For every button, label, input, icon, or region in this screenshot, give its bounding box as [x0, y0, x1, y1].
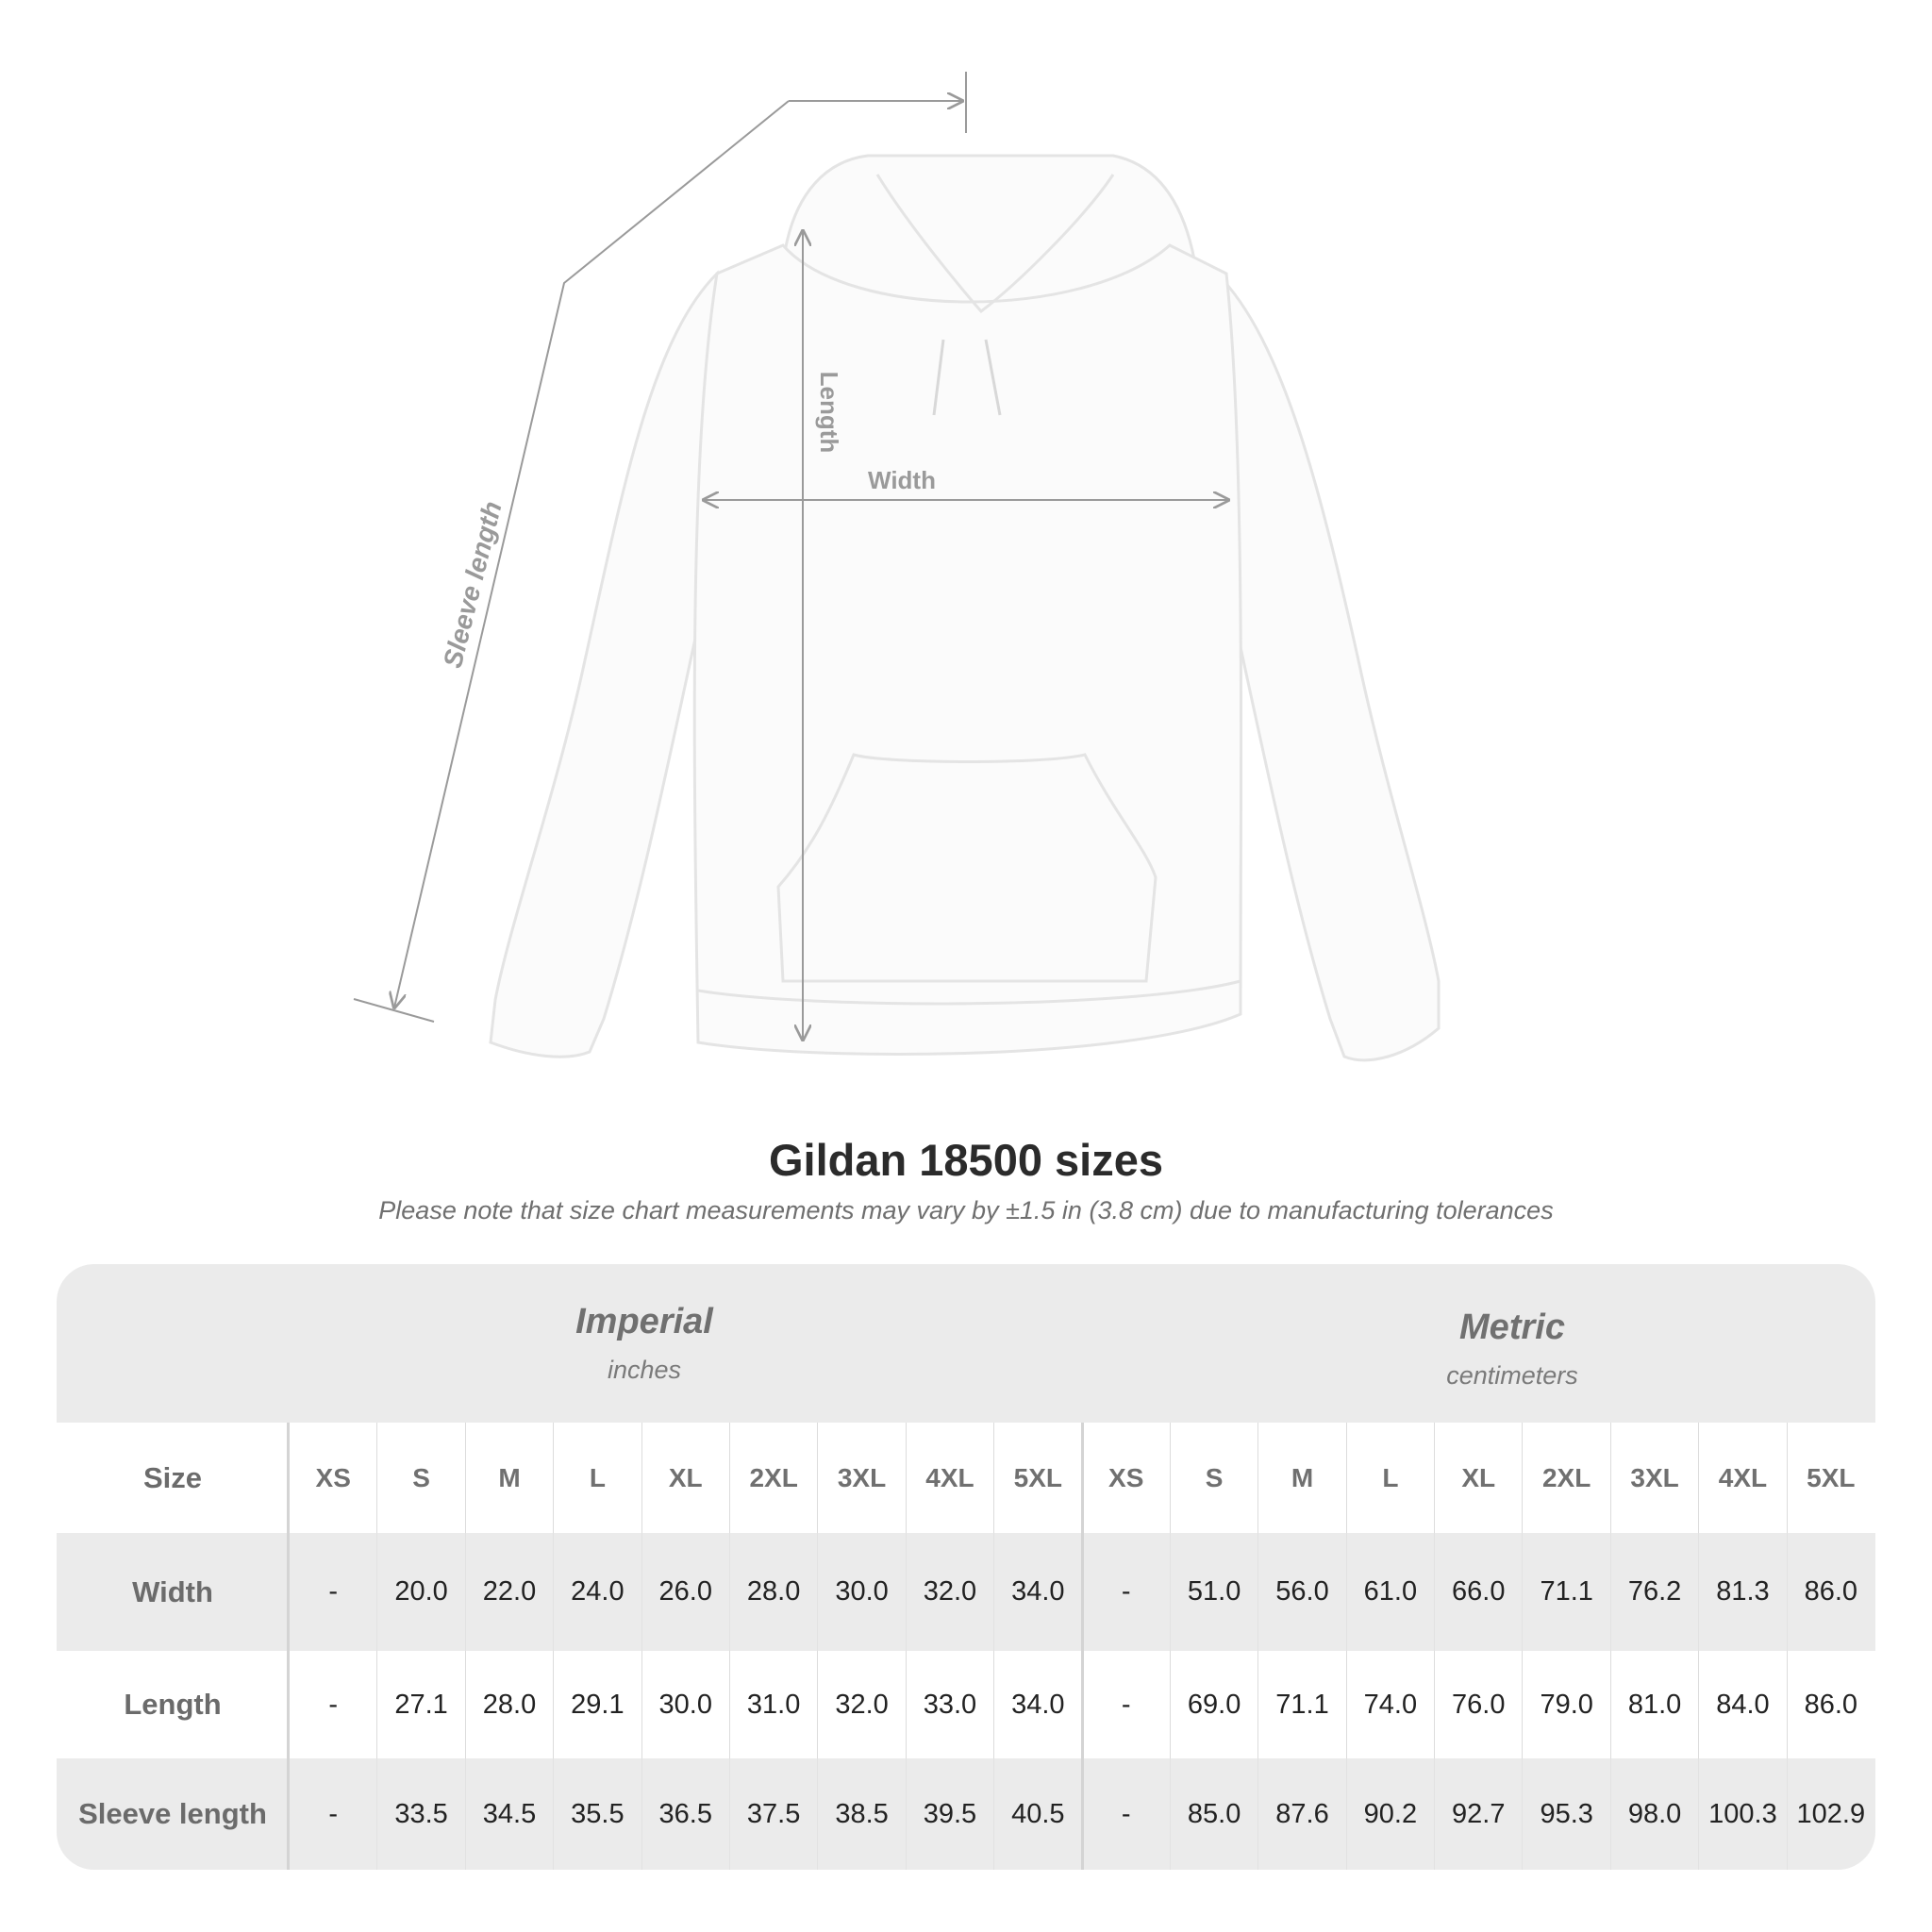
value-cell: 24.0: [553, 1533, 641, 1651]
value-cell: 71.1: [1257, 1651, 1345, 1758]
value-cell: 85.0: [1169, 1758, 1257, 1870]
value-cell: 29.1: [553, 1651, 641, 1758]
value-cell: 26.0: [641, 1533, 729, 1651]
value-cell: 35.5: [553, 1758, 641, 1870]
size-cell: 4XL: [905, 1423, 993, 1533]
size-cell: 3XL: [1609, 1423, 1698, 1533]
value-cell: 84.0: [1698, 1651, 1786, 1758]
imperial-title: Imperial: [575, 1302, 713, 1341]
sleeve-length-label: Sleeve length: [438, 498, 508, 671]
value-cell: 86.0: [1786, 1651, 1874, 1758]
value-cell: 32.0: [905, 1533, 993, 1651]
value-cell: 69.0: [1169, 1651, 1257, 1758]
value-cell: 79.0: [1522, 1651, 1609, 1758]
value-cell: -: [289, 1533, 376, 1651]
size-cell: L: [553, 1423, 641, 1533]
value-cell: 37.5: [728, 1758, 817, 1870]
size-cell: XL: [641, 1423, 729, 1533]
table-row: Length -27.1 28.0 29.1 30.0 31.0 32.0 33.0 34.0-…: [57, 1651, 1875, 1758]
page-title: Gildan 18500 sizes: [768, 1135, 1164, 1185]
value-cell: 66.0: [1434, 1533, 1522, 1651]
size-cell: 2XL: [728, 1423, 817, 1533]
value-cell: 61.0: [1345, 1533, 1434, 1651]
value-cell: 87.6: [1257, 1758, 1345, 1870]
value-cell: 36.5: [641, 1758, 729, 1870]
value-cell: 51.0: [1169, 1533, 1257, 1651]
size-cell: 5XL: [1786, 1423, 1874, 1533]
value-cell: -: [1081, 1758, 1170, 1870]
system-divider: [1081, 1423, 1084, 1870]
value-cell: 38.5: [817, 1758, 905, 1870]
width-label: Width: [868, 466, 936, 494]
value-cell: 32.0: [817, 1651, 905, 1758]
row-label: Sleeve length: [78, 1797, 267, 1830]
measurement-lines: [353, 72, 1228, 1040]
size-cell: 5XL: [993, 1423, 1081, 1533]
size-cell: M: [1257, 1423, 1345, 1533]
value-cell: 92.7: [1434, 1758, 1522, 1870]
size-cell: L: [1345, 1423, 1434, 1533]
value-cell: -: [289, 1758, 376, 1870]
hoodie-image: [489, 154, 1441, 1062]
value-cell: 33.5: [376, 1758, 464, 1870]
row-label: Width: [132, 1574, 213, 1608]
size-cell: 2XL: [1522, 1423, 1609, 1533]
value-cell: 20.0: [376, 1533, 464, 1651]
value-cell: 30.0: [817, 1533, 905, 1651]
value-cell: 76.2: [1609, 1533, 1698, 1651]
value-cell: 76.0: [1434, 1651, 1522, 1758]
value-cell: 81.0: [1609, 1651, 1698, 1758]
imperial-unit: inches: [607, 1356, 682, 1384]
value-cell: 81.3: [1698, 1533, 1786, 1651]
size-cell: 3XL: [817, 1423, 905, 1533]
value-cell: 86.0: [1786, 1533, 1874, 1651]
size-cell: XS: [289, 1423, 376, 1533]
value-cell: 100.3: [1698, 1758, 1786, 1870]
tolerance-note: Please note that size chart measurements…: [378, 1196, 1554, 1224]
size-cell: M: [464, 1423, 553, 1533]
column-divider: [287, 1423, 290, 1870]
row-label: Size: [142, 1460, 203, 1494]
size-header-row: Size XS S M L XL 2XL 3XL 4XL 5XL XS S M L XL 2XL 3XL 4XL 5…: [57, 1423, 1875, 1533]
size-cell: S: [376, 1423, 464, 1533]
value-cell: 98.0: [1609, 1758, 1698, 1870]
value-cell: 28.0: [464, 1651, 553, 1758]
table-row: Sleeve length -33.5 34.5 35.5 36.5 37.5 38.5 39…: [57, 1758, 1875, 1870]
hoodie-measurement-diagram: Length Width Sleeve length: [353, 72, 1441, 1062]
value-cell: -: [289, 1651, 376, 1758]
value-cell: 95.3: [1522, 1758, 1609, 1870]
value-cell: 74.0: [1345, 1651, 1434, 1758]
value-cell: 102.9: [1786, 1758, 1874, 1870]
value-cell: 71.1: [1522, 1533, 1609, 1651]
size-cell: S: [1169, 1423, 1257, 1533]
value-cell: 28.0: [728, 1533, 817, 1651]
length-label: Length: [815, 372, 843, 454]
value-cell: 34.0: [993, 1651, 1081, 1758]
size-cell: XS: [1081, 1423, 1170, 1533]
table-header: Imperial inches Metric centimeters: [57, 1264, 1875, 1423]
value-cell: 34.0: [993, 1533, 1081, 1651]
size-cell: 4XL: [1698, 1423, 1786, 1533]
value-cell: 22.0: [464, 1533, 553, 1651]
value-cell: 90.2: [1345, 1758, 1434, 1870]
metric-title: Metric: [1459, 1307, 1565, 1347]
value-cell: 56.0: [1257, 1533, 1345, 1651]
value-cell: 40.5: [993, 1758, 1081, 1870]
value-cell: 34.5: [464, 1758, 553, 1870]
value-cell: -: [1081, 1533, 1170, 1651]
size-cell: XL: [1434, 1423, 1522, 1533]
size-table: Imperial inches Metric centimeters Size X…: [57, 1264, 1875, 1870]
imperial-header: Imperial inches: [456, 1302, 833, 1385]
metric-header: Metric centimeters: [1324, 1307, 1701, 1391]
value-cell: -: [1081, 1651, 1170, 1758]
metric-unit: centimeters: [1446, 1361, 1578, 1390]
value-cell: 27.1: [376, 1651, 464, 1758]
value-cell: 33.0: [905, 1651, 993, 1758]
value-cell: 39.5: [905, 1758, 993, 1870]
value-cell: 31.0: [728, 1651, 817, 1758]
row-label: Length: [124, 1688, 222, 1721]
value-cell: 30.0: [641, 1651, 729, 1758]
table-row: Width -20.0 22.0 24.0 26.0 28.0 30.0 32.0 34.0-5…: [57, 1533, 1875, 1651]
